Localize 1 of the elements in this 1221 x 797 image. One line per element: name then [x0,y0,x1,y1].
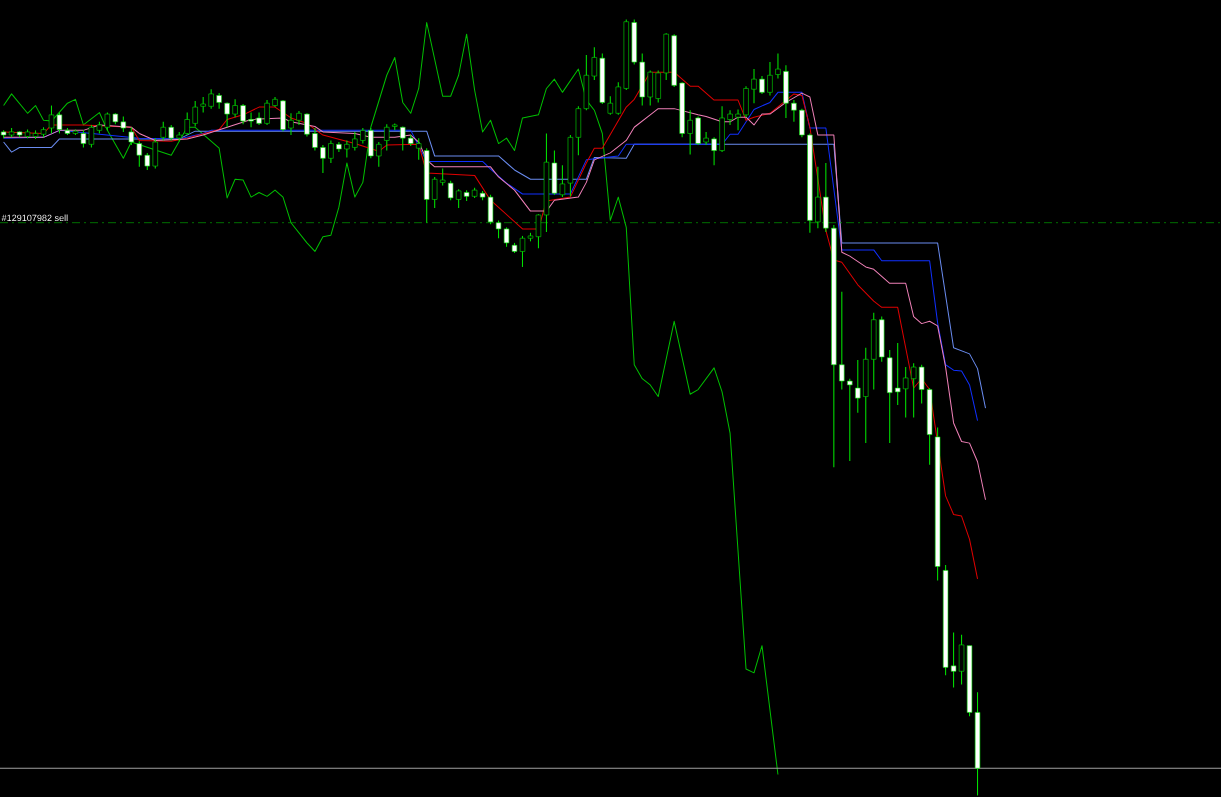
ref-line-label: #129107982 sell [1,214,68,222]
